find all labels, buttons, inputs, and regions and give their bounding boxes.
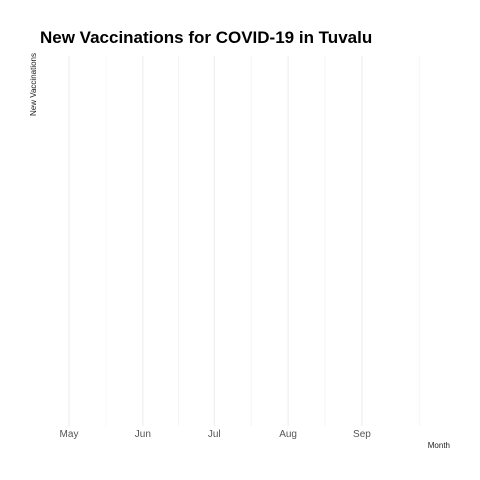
y-axis-title: New Vaccinations <box>29 53 38 116</box>
x-tick-label: Sep <box>353 429 371 440</box>
chart-title: New Vaccinations for COVID-19 in Tuvalu <box>40 28 372 47</box>
x-tick-labels: May Jun Jul Aug Sep <box>60 429 372 440</box>
x-tick-label: Jun <box>135 429 151 440</box>
x-axis-title: Month <box>428 441 450 450</box>
x-tick-label: May <box>60 429 79 440</box>
x-tick-label: Jul <box>208 429 221 440</box>
grid-layer <box>68 56 421 426</box>
x-tick-label: Aug <box>279 429 297 440</box>
